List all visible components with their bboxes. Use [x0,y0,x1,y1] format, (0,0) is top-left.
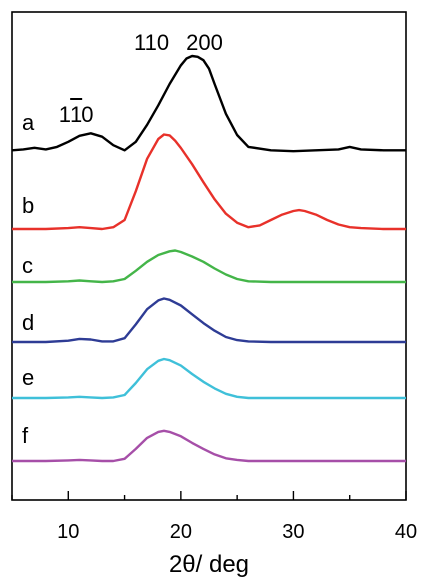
series-layer: a b c d e f [11,54,406,463]
annot-1bar10-digit-1bar: 1 [70,102,82,127]
annot-110: 110 [134,30,169,55]
series-label-f: f [22,423,29,448]
series-line-a [11,54,406,153]
series-label-c: c [22,253,33,278]
series-line-c [12,249,406,284]
peak-annotations: 110 200 1 1 0 [59,30,223,127]
annot-1bar10-digit-0: 0 [81,102,93,127]
series-label-b: b [22,193,34,218]
series-line-e [12,357,406,400]
annot-1bar10-digit-1: 1 [59,102,71,127]
plot-frame [11,11,407,501]
series-line-f [12,429,406,463]
x-tick-label: 40 [395,521,417,543]
x-tick-label: 10 [57,521,79,543]
x-tick-label: 30 [282,521,304,543]
series-label-a: a [22,110,35,135]
x-tick-label: 20 [170,521,192,543]
annot-200: 200 [186,30,223,55]
series-line-b [12,133,406,231]
x-ticks: 10 20 30 40 [11,491,417,543]
series-line-d [12,297,406,344]
series-label-e: e [22,365,34,390]
series-label-d: d [22,310,34,335]
x-axis-label: 2θ/ deg [169,551,249,578]
